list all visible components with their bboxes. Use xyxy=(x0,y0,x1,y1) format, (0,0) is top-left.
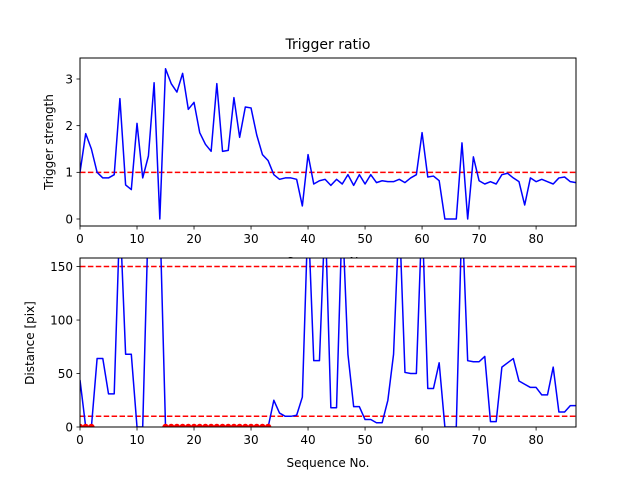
bottom-scatter-point xyxy=(202,423,209,427)
bottom-panel-background xyxy=(80,258,576,427)
bottom-y-tick-label: 0 xyxy=(65,420,73,434)
bottom-scatter-point xyxy=(225,423,232,427)
bottom-scatter-point xyxy=(168,423,175,427)
top-x-tick-label: 50 xyxy=(357,232,372,246)
bottom-x-tick-label: 20 xyxy=(186,433,201,447)
bottom-x-tick-label: 0 xyxy=(76,433,84,447)
bottom-scatter-point xyxy=(162,423,169,427)
top-x-tick-label: 70 xyxy=(471,232,486,246)
bottom-x-tick-label: 80 xyxy=(528,433,543,447)
bottom-scatter-point xyxy=(242,423,249,427)
bottom-scatter-point xyxy=(213,423,221,427)
top-y-tick-label: 2 xyxy=(65,119,73,133)
top-y-tick-label: 1 xyxy=(65,166,73,180)
bottom-scatter-point xyxy=(173,423,181,427)
bottom-scatter-point xyxy=(88,423,95,427)
bottom-scatter-point xyxy=(80,423,84,427)
top-x-tick-label: 10 xyxy=(129,232,144,246)
top-chart-frame xyxy=(79,57,577,227)
bottom-scatter-point xyxy=(185,423,192,427)
bottom-chart-frame xyxy=(79,257,577,428)
top-x-tick-label: 20 xyxy=(186,232,201,246)
bottom-y-tick-label: 100 xyxy=(50,313,73,327)
top-x-tick-label: 30 xyxy=(243,232,258,246)
bottom-y-tick-label: 150 xyxy=(50,260,73,274)
bottom-y-tick-label: 50 xyxy=(58,367,73,381)
bottom-scatter-point xyxy=(264,423,272,427)
bottom-x-tick-label: 40 xyxy=(300,433,315,447)
bottom-x-tick-label: 50 xyxy=(357,433,372,447)
bottom-chart-xlabel: Sequence No. xyxy=(287,456,370,470)
bottom-x-tick-label: 10 xyxy=(129,433,144,447)
bottom-scatter-point xyxy=(230,423,238,427)
top-x-tick-label: 80 xyxy=(528,232,543,246)
top-y-tick-label: 3 xyxy=(65,72,73,86)
bottom-scatter-point xyxy=(247,423,255,427)
top-x-tick-label: 60 xyxy=(414,232,429,246)
bottom-x-tick-label: 70 xyxy=(471,433,486,447)
top-chart-title: Trigger ratio xyxy=(284,37,370,53)
top-x-tick-label: 0 xyxy=(76,232,84,246)
bottom-scatter-point xyxy=(253,423,260,427)
bottom-series-line-0 xyxy=(80,258,576,427)
top-chart-ylabel: Trigger strength xyxy=(42,94,56,191)
bottom-chart-panel: 0 10 20 30 40 50 60 70 80 0 50 100 150 Sequence No.… xyxy=(23,257,577,470)
top-y-tick-label: 0 xyxy=(65,212,73,226)
bottom-scatter-point xyxy=(207,423,215,427)
bottom-scatter-point xyxy=(179,423,186,427)
bottom-scatter-point xyxy=(219,423,226,427)
bottom-scatter-point xyxy=(236,423,243,427)
bottom-scatter-point xyxy=(82,423,89,427)
bottom-scatter-point xyxy=(196,423,203,427)
bottom-x-tick-label: 60 xyxy=(414,433,429,447)
bottom-x-tick-label: 30 xyxy=(243,433,258,447)
bottom-chart-ylabel: Distance [pix] xyxy=(23,301,37,385)
bottom-scatter-point xyxy=(190,423,198,427)
top-x-tick-label: 40 xyxy=(300,232,315,246)
bottom-scatter-point xyxy=(259,423,266,427)
top-series-line-0 xyxy=(80,67,576,220)
